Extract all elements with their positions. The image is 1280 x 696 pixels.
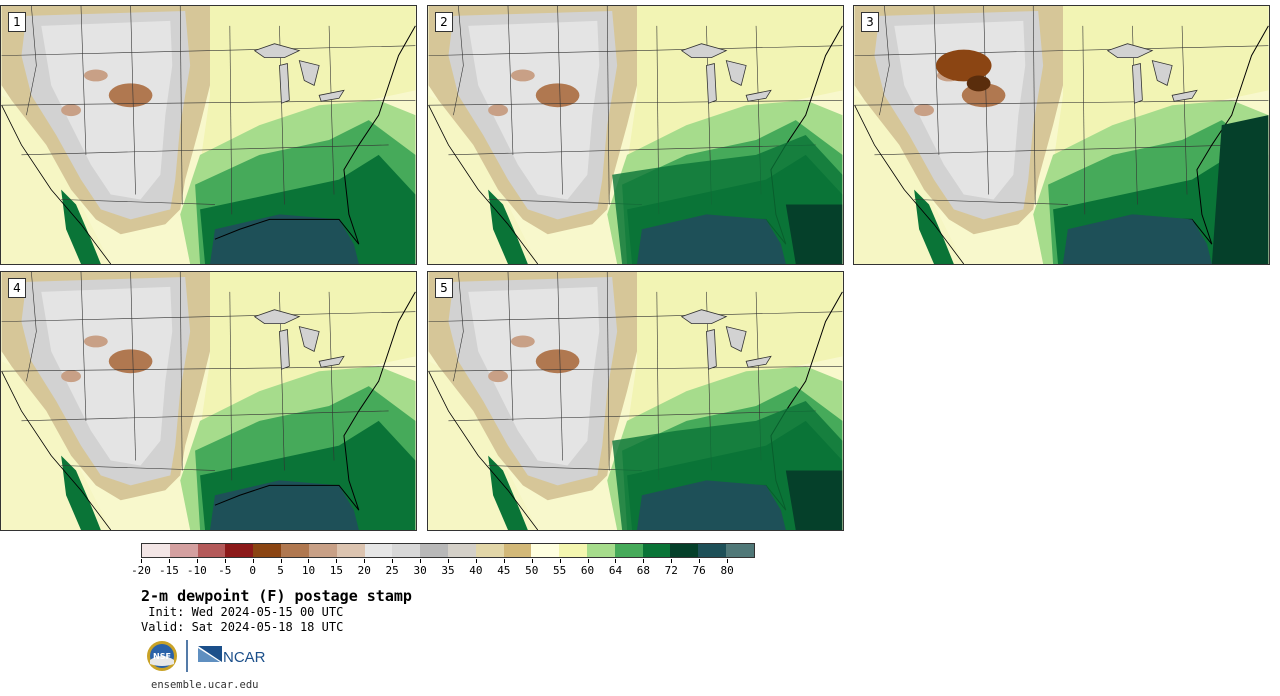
colorbar-tick-label: 0	[249, 564, 256, 577]
colorbar-tick-label: 80	[720, 564, 734, 577]
colorbar-tick-label: 40	[469, 564, 483, 577]
colorbar-tick-label: 72	[664, 564, 678, 577]
colorbar-tick	[643, 559, 645, 563]
postage-stamp-panel-4: 4	[0, 271, 417, 531]
colorbar-swatch	[336, 544, 365, 557]
colorbar-swatch	[614, 544, 643, 557]
colorbar-tick	[699, 559, 701, 563]
colorbar-tick	[224, 559, 226, 563]
postage-stamp-panel-5: 5	[427, 271, 844, 531]
valid-time: Valid: Sat 2024-05-18 18 UTC	[141, 620, 344, 634]
colorbar-swatch	[642, 544, 671, 557]
colorbar-tick-label: -10	[186, 564, 207, 577]
colorbar-swatch	[447, 544, 476, 557]
colorbar-swatch	[392, 544, 421, 557]
ncar-logo-icon: NCAR	[198, 646, 266, 666]
panel-number-label: 5	[435, 278, 453, 298]
colorbar-tick-label: 45	[497, 564, 511, 577]
colorbar-tick-label: -15	[158, 564, 179, 577]
logos: NSF NCAR	[147, 640, 266, 672]
dewpoint-map-1	[1, 6, 416, 264]
colorbar-tick-label: 20	[357, 564, 371, 577]
colorbar-swatch	[531, 544, 560, 557]
colorbar-tick	[503, 559, 505, 563]
colorbar-tick	[531, 559, 533, 563]
nsf-logo-icon: NSF	[147, 641, 177, 671]
panel-number-label: 4	[8, 278, 26, 298]
colorbar-tick-label: 5	[277, 564, 284, 577]
colorbar-tick-label: 10	[301, 564, 316, 577]
svg-text:NSF: NSF	[153, 652, 171, 661]
colorbar-tick	[336, 559, 338, 563]
colorbar-tick-label: 50	[525, 564, 539, 577]
postage-stamp-panel-3: 3	[853, 5, 1270, 265]
colorbar-tick-label: -5	[218, 564, 232, 577]
colorbar-tick-label: 64	[608, 564, 623, 577]
colorbar-swatch	[559, 544, 587, 557]
colorbar-tick-label: 60	[580, 564, 595, 577]
colorbar-swatch	[475, 544, 504, 557]
colorbar-tick	[420, 559, 422, 563]
panel-number-label: 2	[435, 12, 453, 32]
postage-stamp-panel-1: 1	[0, 5, 417, 265]
colorbar-tick	[615, 559, 617, 563]
colorbar-tick-label: -20	[131, 564, 151, 577]
colorbar-tick	[671, 559, 673, 563]
colorbar-tick	[448, 559, 449, 563]
colorbar-swatch	[670, 544, 699, 557]
colorbar-ticks: -20 -15 -10 -5 0 5 10 15 20 25 30 35 40 45 50 55 60 64 68 7…	[131, 559, 755, 579]
colorbar-swatch	[698, 544, 727, 557]
svg-text:NCAR: NCAR	[223, 649, 266, 666]
colorbar-tick	[196, 559, 198, 563]
colorbar-tick-label: 25	[385, 564, 399, 577]
colorbar-swatch	[308, 544, 337, 557]
colorbar-swatch	[420, 544, 448, 557]
colorbar-swatch	[142, 544, 170, 557]
panel-number-label: 1	[8, 12, 26, 32]
colorbar-tick-label: 30	[413, 564, 427, 577]
colorbar-tick-label: 76	[692, 564, 706, 577]
dewpoint-map-3	[854, 6, 1269, 264]
dewpoint-map-5	[428, 272, 843, 530]
colorbar-swatch	[197, 544, 226, 557]
website-url: ensemble.ucar.edu	[151, 679, 259, 691]
colorbar-swatch	[364, 544, 393, 557]
colorbar-swatch	[225, 544, 254, 557]
init-time: Init: Wed 2024-05-15 00 UTC	[141, 605, 344, 619]
colorbar-swatch	[169, 544, 198, 557]
colorbar-swatch	[587, 544, 615, 557]
figure-title: 2-m dewpoint (F) postage stamp	[141, 587, 412, 605]
colorbar-tick-label: 68	[636, 564, 650, 577]
colorbar-tick	[587, 559, 589, 563]
colorbar-tick-label: 55	[553, 564, 567, 577]
colorbar-tick	[727, 559, 729, 563]
postage-stamp-panel-2: 2	[427, 5, 844, 265]
colorbar-swatch	[253, 544, 282, 557]
colorbar-tick	[475, 559, 477, 563]
colorbar-swatch	[503, 544, 532, 557]
dewpoint-colorbar	[141, 543, 755, 558]
colorbar-swatch	[726, 544, 754, 557]
panel-number-label: 3	[861, 12, 879, 32]
colorbar-tick	[559, 559, 561, 563]
colorbar-tick	[392, 559, 394, 563]
colorbar-tick-label: 15	[329, 564, 343, 577]
colorbar-swatch	[281, 544, 309, 557]
dewpoint-map-2	[428, 6, 843, 264]
colorbar-tick	[280, 559, 282, 563]
colorbar-tick	[141, 559, 142, 563]
dewpoint-map-4	[1, 272, 416, 530]
colorbar-tick	[252, 559, 254, 563]
colorbar-tick-label: 35	[441, 564, 455, 577]
colorbar-tick	[364, 559, 366, 563]
colorbar-tick	[168, 559, 170, 563]
colorbar-tick	[308, 559, 310, 563]
